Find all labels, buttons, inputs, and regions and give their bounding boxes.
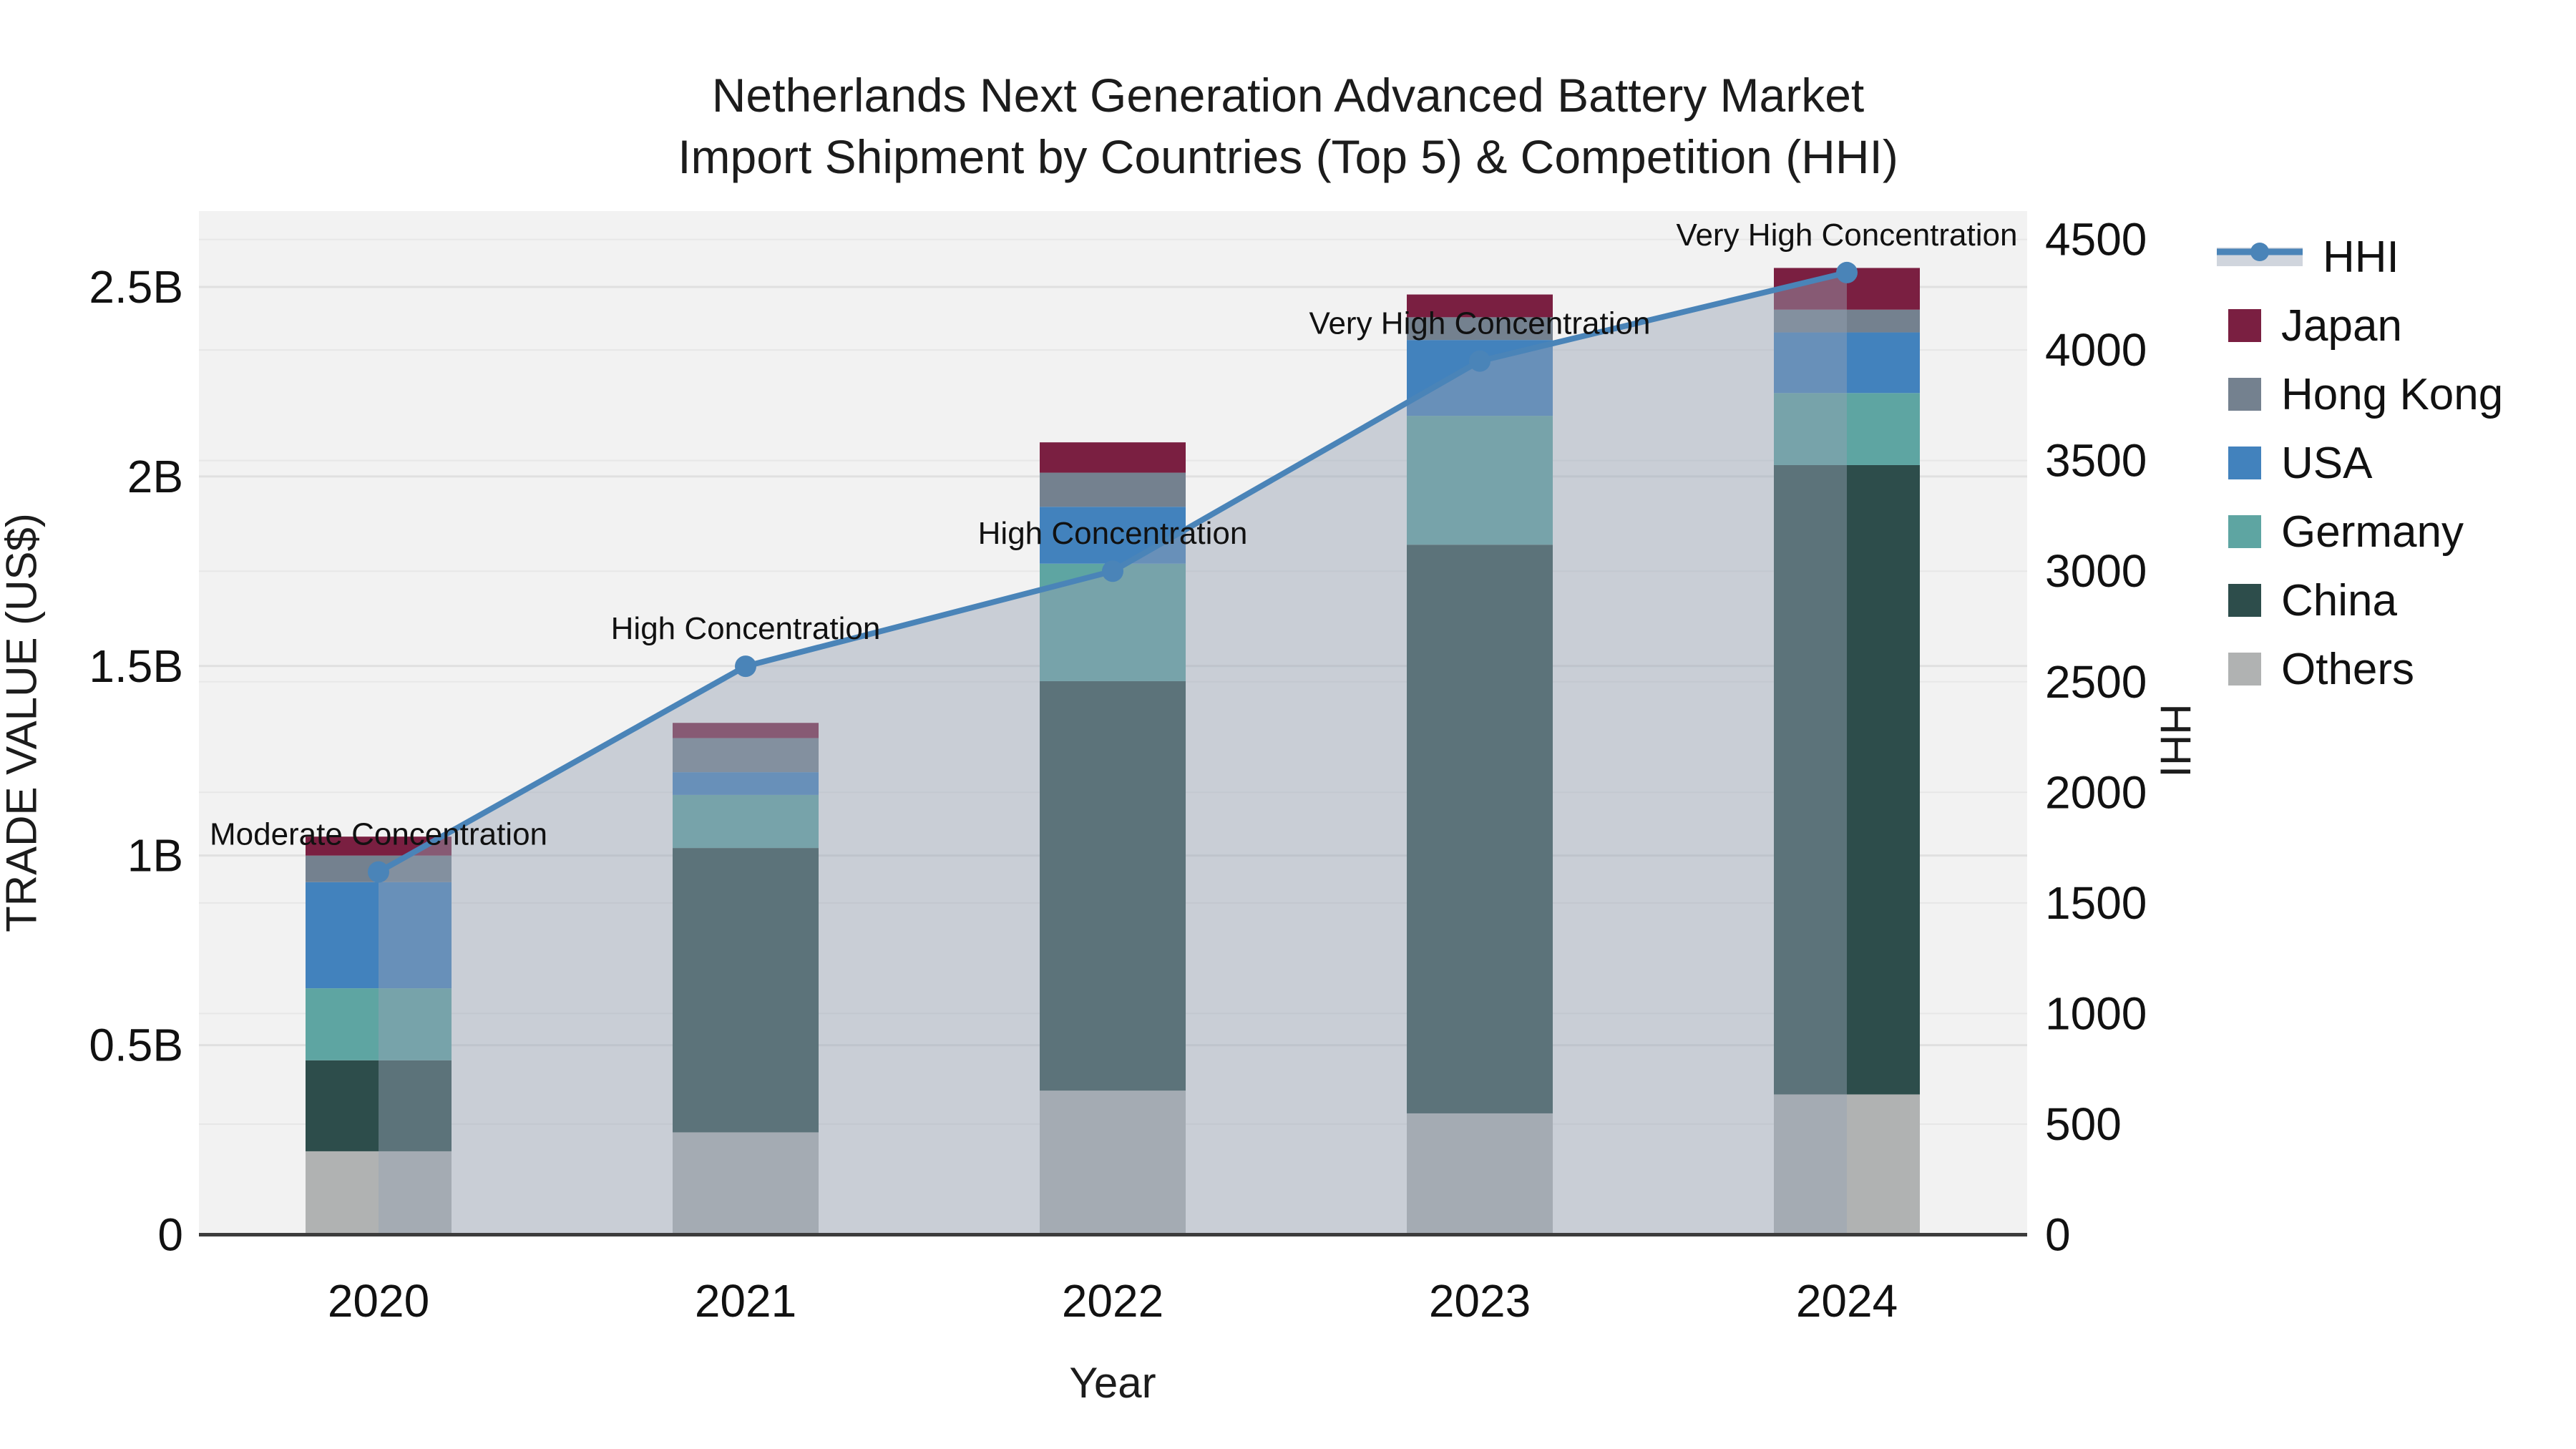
left-axis-tick-2.5B: 2.5B <box>89 261 183 313</box>
bar-segment-2020-germany <box>306 988 452 1060</box>
hhi-marker-2020 <box>368 861 389 883</box>
bar-segment-2020-china <box>306 1060 452 1151</box>
legend-label: China <box>2281 575 2397 625</box>
legend-item-others: Others <box>2217 645 2503 694</box>
annotation-2021: High Concentration <box>611 611 881 646</box>
legend-color-swatch-hong-kong <box>2228 378 2261 411</box>
x-axis-tick-2024: 2024 <box>1796 1275 1898 1327</box>
right-axis-tick-3000: 3000 <box>2045 545 2147 597</box>
x-axis-tick-2021: 2021 <box>695 1275 796 1327</box>
bar-segment-2023-china <box>1407 545 1553 1113</box>
chart-title-line1: Netherlands Next Generation Advanced Bat… <box>711 69 1865 122</box>
right-axis-tick-2000: 2000 <box>2045 766 2147 818</box>
bar-segment-2022-others <box>1040 1091 1186 1235</box>
hhi-marker-2024 <box>1836 261 1858 283</box>
legend-color-swatch-japan <box>2228 309 2261 342</box>
right-axis-tick-1000: 1000 <box>2045 987 2147 1039</box>
legend-label: HHI <box>2323 232 2399 282</box>
x-axis-tick-2023: 2023 <box>1429 1275 1531 1327</box>
annotation-2023: Very High Concentration <box>1309 306 1651 341</box>
bar-segment-2024-usa <box>1774 332 1920 394</box>
bar-segment-2022-hong-kong <box>1040 472 1186 507</box>
hhi-marker-2021 <box>735 655 756 678</box>
bar-segment-2023-germany <box>1407 416 1553 545</box>
bar-segment-2021-germany <box>673 794 819 849</box>
bar-segment-2020-others <box>306 1151 452 1235</box>
legend-color-swatch-germany <box>2228 515 2261 548</box>
left-axis-tick-1.5B: 1.5B <box>89 640 183 692</box>
legend: HHI Japan Hong Kong USA Germany China Others <box>2217 233 2503 694</box>
left-axis-tick-1B: 1B <box>127 830 183 882</box>
legend-item-japan: Japan <box>2217 301 2503 351</box>
legend-label: Hong Kong <box>2281 369 2504 419</box>
bar-segment-2021-others <box>673 1132 819 1235</box>
bar-segment-2023-hong-kong <box>1407 317 1553 341</box>
legend-item-china: China <box>2217 575 2503 625</box>
bar-segment-2024-germany <box>1774 393 1920 465</box>
annotation-2022: High Concentration <box>978 516 1248 551</box>
legend-label: Japan <box>2281 301 2402 351</box>
bar-segment-2022-usa <box>1040 507 1186 564</box>
bar-segment-2021-china <box>673 848 819 1133</box>
bar-segment-2022-china <box>1040 680 1186 1091</box>
hhi-area-fill <box>379 272 1847 1235</box>
right-axis-tick-500: 500 <box>2045 1098 2122 1150</box>
right-axis-tick-1500: 1500 <box>2045 877 2147 929</box>
legend-hhi-line-swatch <box>2217 243 2303 266</box>
legend-item-germany: Germany <box>2217 507 2503 557</box>
hhi-marker-2022 <box>1102 560 1123 582</box>
legend-color-swatch-china <box>2228 584 2261 617</box>
bar-segment-2021-japan <box>673 723 819 738</box>
annotation-2024: Very High Concentration <box>1677 218 2018 253</box>
x-axis-tick-2022: 2022 <box>1062 1275 1163 1327</box>
legend-color-swatch-others <box>2228 653 2261 686</box>
legend-item-usa: USA <box>2217 439 2503 488</box>
legend-label: Others <box>2281 644 2415 694</box>
legend-item-hong-kong: Hong Kong <box>2217 370 2503 419</box>
hhi-marker-2023 <box>1469 350 1491 372</box>
bar-segment-2024-china <box>1774 464 1920 1095</box>
bar-segment-2023-japan <box>1407 294 1553 318</box>
bar-segment-2024-hong-kong <box>1774 309 1920 333</box>
right-axis-tick-0: 0 <box>2045 1209 2071 1261</box>
left-axis-tick-0: 0 <box>157 1209 183 1261</box>
bar-segment-2022-japan <box>1040 442 1186 473</box>
annotation-2020: Moderate Concentration <box>210 817 547 852</box>
bar-segment-2023-others <box>1407 1113 1553 1235</box>
right-axis-tick-4000: 4000 <box>2045 324 2147 376</box>
legend-color-swatch-usa <box>2228 447 2261 479</box>
left-axis-tick-2B: 2B <box>127 451 183 502</box>
right-axis-tick-2500: 2500 <box>2045 656 2147 708</box>
bar-segment-2020-usa <box>306 882 452 989</box>
bar-segment-2021-hong-kong <box>673 738 819 773</box>
legend-label: USA <box>2281 438 2373 488</box>
legend-label: Germany <box>2281 507 2464 557</box>
chart-title-line2: Import Shipment by Countries (Top 5) & C… <box>678 130 1898 183</box>
x-axis-tick-2020: 2020 <box>328 1275 429 1327</box>
legend-item-hhi: HHI <box>2217 233 2503 282</box>
bar-segment-2024-others <box>1774 1094 1920 1235</box>
bar-segment-2021-usa <box>673 772 819 795</box>
x-axis-title: Year <box>1069 1359 1156 1407</box>
right-axis-tick-4500: 4500 <box>2045 214 2147 265</box>
left-axis-tick-0.5B: 0.5B <box>89 1020 183 1071</box>
right-axis-tick-3500: 3500 <box>2045 435 2147 487</box>
